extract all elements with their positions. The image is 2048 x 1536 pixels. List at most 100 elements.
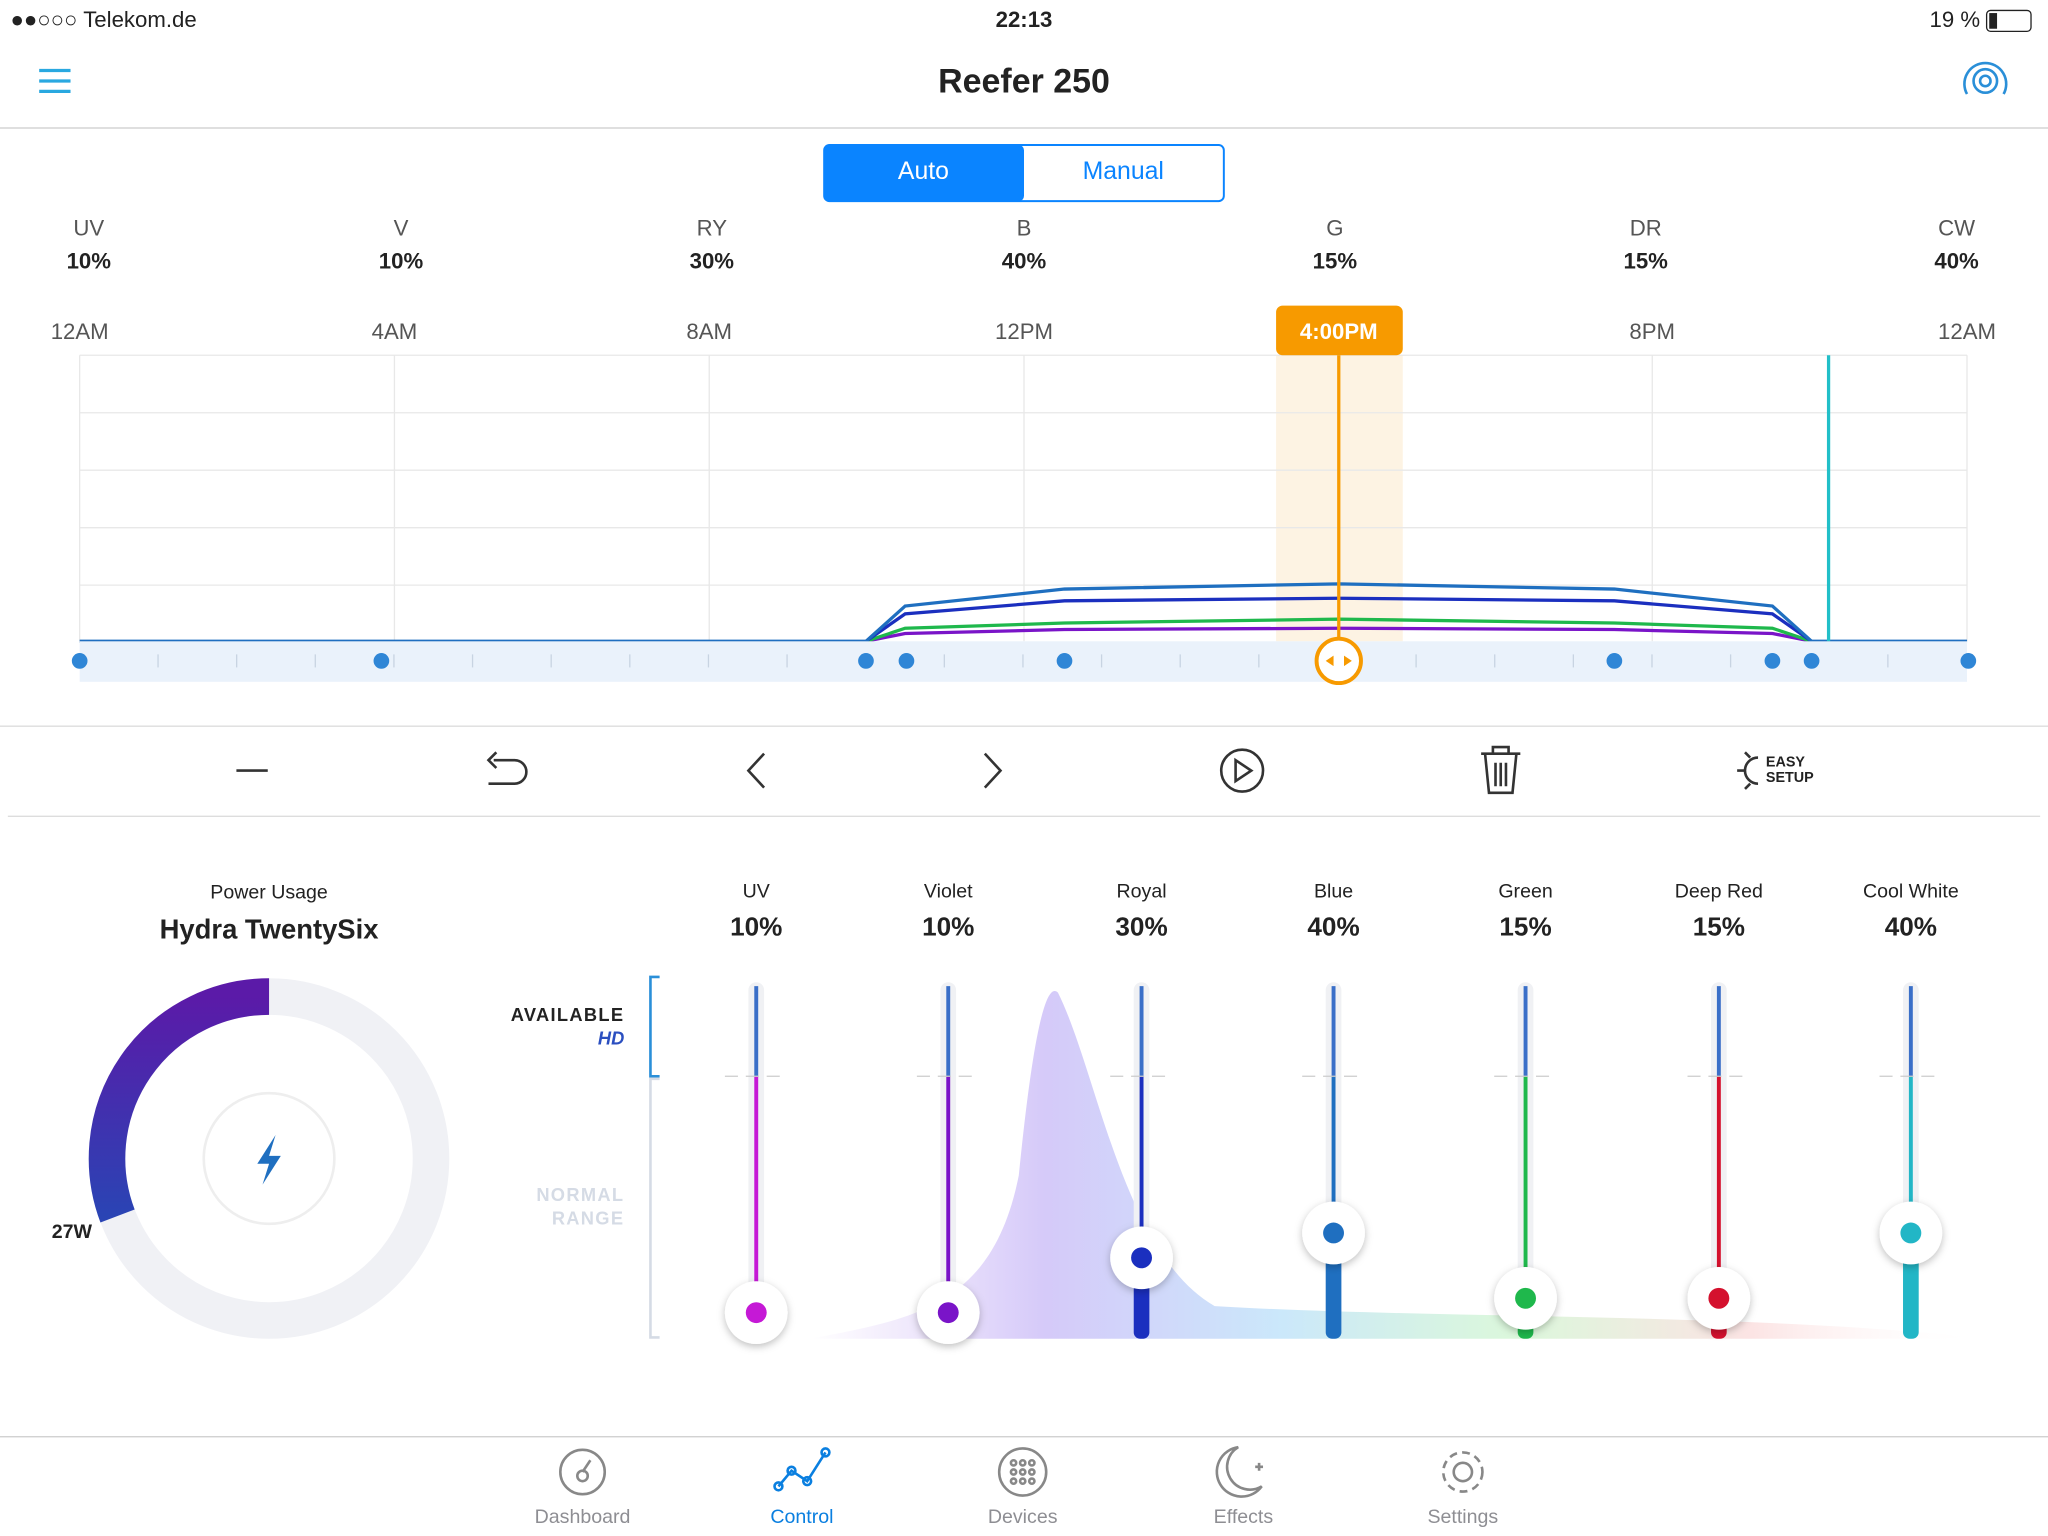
tab-label[interactable]: Settings [1427,1506,1498,1528]
delete-button[interactable] [1481,745,1521,795]
connect-button[interactable] [1963,61,2008,95]
previous-button[interactable] [746,752,766,789]
channel-label: G [1326,216,1343,241]
power-gauge-center [202,1091,336,1226]
normal-bracket [649,1077,660,1339]
slider-knob-dot [1323,1222,1344,1244]
slider-knob-dot [937,1302,959,1324]
slider-value: 30% [1115,912,1167,942]
time-label: 8AM [686,319,732,344]
auto-selected[interactable] [824,144,1024,202]
undo-button[interactable] [486,751,528,785]
channel-value: 10% [379,248,424,273]
dashboard-icon [559,1448,607,1496]
time-label: 8PM [1629,319,1675,344]
manual-option[interactable]: Manual [1083,158,1164,185]
settings-icon [1441,1451,1484,1493]
handle-arrows [1325,655,1352,667]
next-button[interactable] [983,752,1003,789]
auto-option[interactable]: Auto [898,158,949,185]
normal-range-label: RANGE [552,1208,625,1229]
effects-icon [1215,1445,1264,1498]
time-label: 12AM [51,319,109,344]
time-label: 12AM [1938,319,1996,344]
schedule-point[interactable] [1764,653,1781,669]
normal-range-label: NORMAL [536,1184,624,1205]
slider-name: Violet [924,880,973,902]
schedule-point[interactable] [1606,653,1623,669]
channel-value: 15% [1313,248,1358,273]
slider-name: Green [1498,880,1552,902]
available-bracket [649,975,660,1078]
schedule-point[interactable] [1803,653,1820,669]
clock: 22:13 [996,7,1053,32]
slider-knob-dot [1708,1287,1730,1309]
slider-knob-dot [745,1302,767,1324]
device-name: Hydra TwentySix [160,914,380,945]
channel-value: 10% [67,248,112,273]
battery-level: 19 % [1930,7,1981,32]
schedule-point[interactable] [858,653,874,669]
slider-value: 40% [1307,912,1359,942]
channel-label: DR [1630,216,1662,241]
channel-value: 30% [690,248,735,273]
easy-setup-icon [1737,751,1759,790]
page-title: Reefer 250 [938,63,1110,101]
play-button[interactable] [1219,748,1265,793]
power-watts: 27W [52,1221,93,1243]
schedule-point[interactable] [71,653,88,669]
spectrum-glow [809,991,1986,1339]
channel-label: V [394,216,409,241]
channel-label: UV [73,216,104,241]
channel-value: 40% [1002,248,1047,273]
battery-fill [1989,13,1998,29]
schedule-point[interactable] [1056,653,1073,669]
selected-time: 4:00PM [1300,319,1378,344]
easy-setup[interactable]: EASY [1766,755,1806,771]
easy-setup[interactable]: SETUP [1766,770,1814,786]
power-gauge-arc [88,978,270,1223]
time-label: 4AM [372,319,418,344]
schedule-point[interactable] [373,653,390,669]
tab-label[interactable]: Devices [988,1506,1058,1528]
schedule-point[interactable] [1960,653,1977,669]
tab-label[interactable]: Control [770,1506,833,1528]
slider-name: Royal [1117,880,1167,902]
tab-label[interactable]: Dashboard [535,1506,631,1528]
channel-label: B [1017,216,1032,241]
slider-value: 10% [922,912,974,942]
menu-button[interactable] [39,68,71,94]
slider-name: UV [743,880,770,902]
power-icon [257,1135,281,1185]
tab-label[interactable]: Effects [1214,1506,1274,1528]
channel-label: CW [1938,216,1975,241]
time-label: 12PM [995,319,1053,344]
cursor-handle[interactable] [1314,636,1363,686]
channel-value: 15% [1624,248,1669,273]
control-icon [773,1447,831,1492]
devices-icon [997,1447,1048,1497]
hd-label: HD [598,1028,624,1049]
grid [79,354,1968,642]
slider-knob-dot [1515,1287,1536,1309]
time-badge [1276,305,1403,356]
slider-value: 40% [1885,912,1937,942]
schedule-point[interactable] [898,653,915,669]
slider-knob-dot [1900,1222,1922,1244]
slider-value: 15% [1693,912,1745,942]
available-label: AVAILABLE [511,1004,625,1025]
slider-name: Blue [1314,880,1353,902]
slider-value: 10% [730,912,782,942]
carrier: ●●○○○ Telekom.de [10,7,196,32]
slider-name: Cool White [1863,880,1959,902]
power-label: Power Usage [210,882,328,904]
channel-value: 40% [1934,248,1979,273]
schedule-points [71,653,1977,669]
slider-value: 15% [1499,912,1551,942]
slider-name: Deep Red [1675,880,1763,902]
battery-icon [1985,9,2032,32]
slider-knob-dot [1131,1247,1152,1269]
channel-label: RY [697,216,728,241]
